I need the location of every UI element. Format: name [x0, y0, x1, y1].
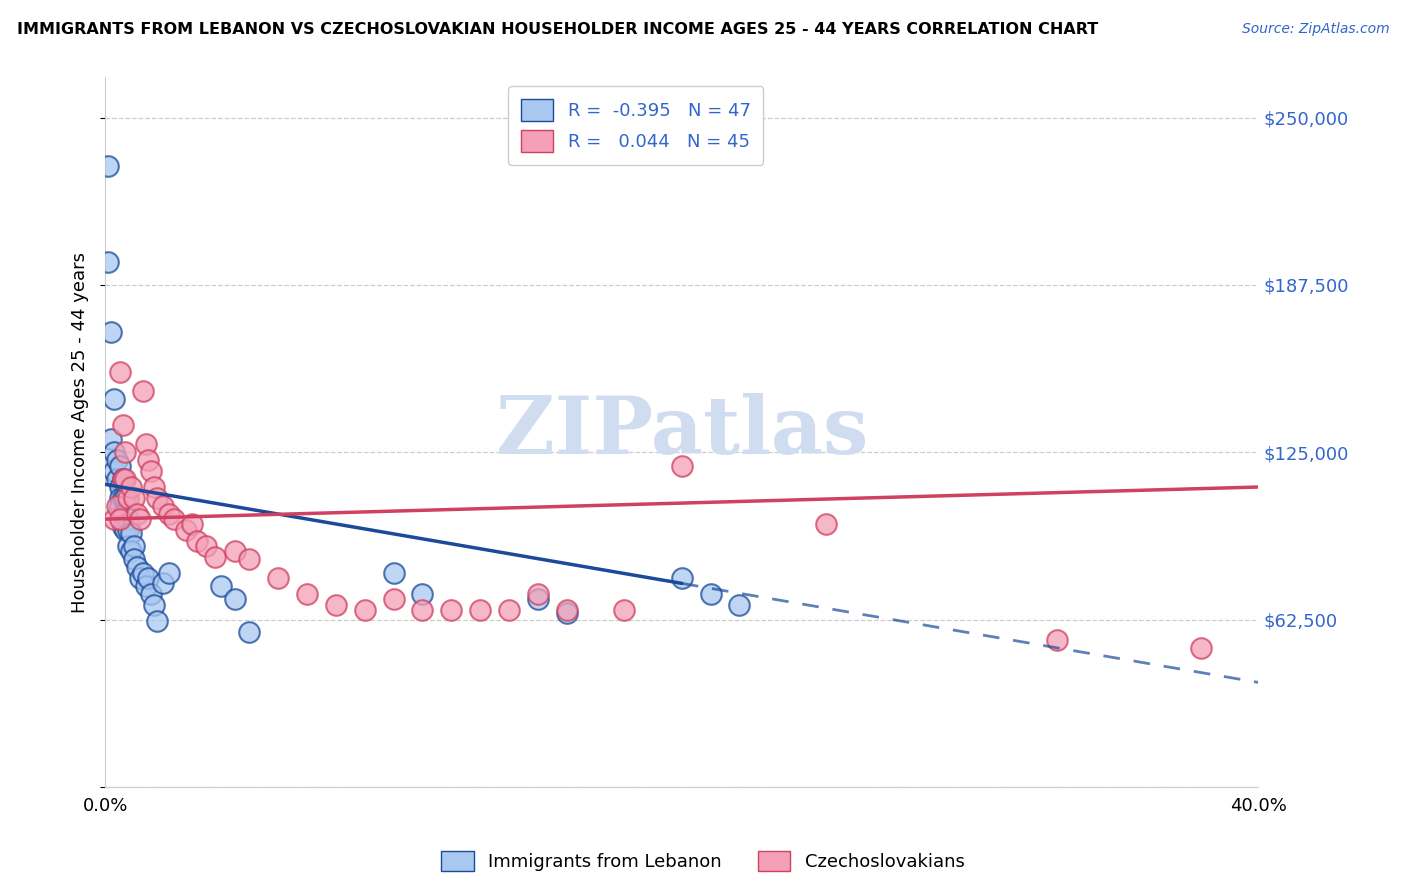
Point	[498, 603, 520, 617]
Point	[117, 539, 139, 553]
Point	[1046, 632, 1069, 647]
Point	[728, 598, 751, 612]
Point	[111, 418, 134, 433]
Point	[146, 614, 169, 628]
Point	[135, 437, 157, 451]
Point	[131, 384, 153, 398]
Point	[108, 512, 131, 526]
Point	[103, 464, 125, 478]
Point	[111, 491, 134, 505]
Point	[111, 472, 134, 486]
Point	[103, 392, 125, 406]
Point	[122, 491, 145, 505]
Point	[382, 566, 405, 580]
Point	[97, 255, 120, 269]
Legend: R =  -0.395   N = 47, R =   0.044   N = 45: R = -0.395 N = 47, R = 0.044 N = 45	[508, 87, 763, 165]
Point	[138, 571, 160, 585]
Point	[108, 499, 131, 513]
Point	[114, 507, 136, 521]
Point	[382, 592, 405, 607]
Point	[699, 587, 721, 601]
Point	[186, 533, 208, 548]
Point	[114, 491, 136, 505]
Point	[411, 603, 433, 617]
Point	[1189, 640, 1212, 655]
Point	[122, 539, 145, 553]
Point	[141, 587, 163, 601]
Point	[108, 458, 131, 473]
Point	[325, 598, 347, 612]
Point	[111, 472, 134, 486]
Point	[555, 603, 578, 617]
Point	[353, 603, 375, 617]
Point	[103, 512, 125, 526]
Point	[117, 523, 139, 537]
Text: Source: ZipAtlas.com: Source: ZipAtlas.com	[1241, 22, 1389, 37]
Point	[100, 325, 122, 339]
Point	[135, 579, 157, 593]
Point	[128, 512, 150, 526]
Point	[125, 560, 148, 574]
Point	[120, 525, 142, 540]
Point	[105, 499, 128, 513]
Point	[174, 523, 197, 537]
Point	[108, 491, 131, 505]
Point	[671, 571, 693, 585]
Legend: Immigrants from Lebanon, Czechoslovakians: Immigrants from Lebanon, Czechoslovakian…	[434, 844, 972, 879]
Point	[143, 598, 166, 612]
Point	[224, 544, 246, 558]
Point	[526, 592, 548, 607]
Point	[814, 517, 837, 532]
Point	[295, 587, 318, 601]
Point	[120, 480, 142, 494]
Point	[238, 624, 260, 639]
Point	[238, 552, 260, 566]
Point	[100, 432, 122, 446]
Point	[114, 472, 136, 486]
Point	[117, 491, 139, 505]
Point	[114, 445, 136, 459]
Point	[122, 552, 145, 566]
Point	[128, 571, 150, 585]
Point	[224, 592, 246, 607]
Point	[440, 603, 463, 617]
Point	[131, 566, 153, 580]
Point	[146, 491, 169, 505]
Point	[152, 576, 174, 591]
Point	[468, 603, 491, 617]
Point	[143, 480, 166, 494]
Point	[114, 523, 136, 537]
Point	[267, 571, 290, 585]
Point	[105, 472, 128, 486]
Point	[125, 507, 148, 521]
Text: ZIPatlas: ZIPatlas	[496, 393, 868, 471]
Point	[180, 517, 202, 532]
Point	[555, 606, 578, 620]
Point	[138, 453, 160, 467]
Point	[157, 566, 180, 580]
Point	[105, 453, 128, 467]
Point	[108, 480, 131, 494]
Point	[613, 603, 636, 617]
Point	[204, 549, 226, 564]
Point	[209, 579, 232, 593]
Point	[163, 512, 186, 526]
Point	[117, 512, 139, 526]
Point	[97, 159, 120, 173]
Point	[411, 587, 433, 601]
Point	[111, 507, 134, 521]
Point	[195, 539, 218, 553]
Point	[111, 520, 134, 534]
Point	[157, 507, 180, 521]
Point	[671, 458, 693, 473]
Point	[526, 587, 548, 601]
Point	[141, 464, 163, 478]
Point	[103, 445, 125, 459]
Point	[108, 365, 131, 379]
Y-axis label: Householder Income Ages 25 - 44 years: Householder Income Ages 25 - 44 years	[72, 252, 89, 613]
Text: IMMIGRANTS FROM LEBANON VS CZECHOSLOVAKIAN HOUSEHOLDER INCOME AGES 25 - 44 YEARS: IMMIGRANTS FROM LEBANON VS CZECHOSLOVAKI…	[17, 22, 1098, 37]
Point	[152, 499, 174, 513]
Point	[120, 544, 142, 558]
